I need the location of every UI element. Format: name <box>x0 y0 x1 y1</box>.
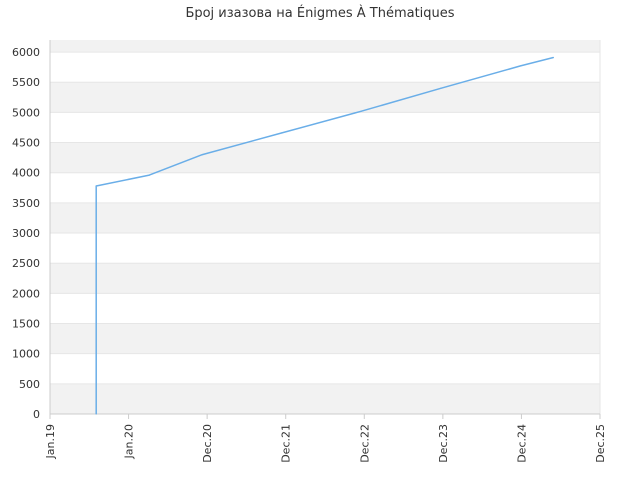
y-tick-label: 1000 <box>12 348 40 361</box>
y-tick-label: 6000 <box>12 46 40 59</box>
y-tick-label: 2500 <box>12 257 40 270</box>
grid-band <box>50 202 600 234</box>
data-point <box>95 185 97 187</box>
x-tick-label: Dec.20 <box>201 424 214 463</box>
x-tick-label: Dec.24 <box>515 424 528 463</box>
background-bands <box>50 40 600 414</box>
grid-band <box>50 383 600 414</box>
data-point <box>281 132 283 134</box>
grid-band <box>50 40 600 53</box>
y-tick-label: 5000 <box>12 106 40 119</box>
y-axis: 0 500 1000 1500 2000 2500 3000 3500 4000 4500 5000… <box>12 46 40 421</box>
y-tick-label: 3500 <box>12 197 40 210</box>
grid-band <box>50 142 600 173</box>
y-tick-label: 4000 <box>12 167 40 180</box>
data-point <box>95 413 97 415</box>
data-point <box>360 110 362 112</box>
data-point <box>354 112 356 114</box>
y-tick-label: 3000 <box>12 227 40 240</box>
x-tick-label: Dec.23 <box>437 424 450 463</box>
data-point <box>148 174 150 176</box>
x-tick-label: Jan.20 <box>123 424 136 459</box>
y-tick-label: 4500 <box>12 137 40 150</box>
data-point <box>440 87 442 89</box>
x-axis: Jan.19 Jan.20 Dec.20 Dec.21 Dec.22 Dec.23 Dec.… <box>44 414 607 463</box>
y-tick-label: 0 <box>33 408 40 421</box>
grid-band <box>50 82 600 113</box>
x-tick-label: Jan.19 <box>44 424 57 459</box>
y-tick-label: 1500 <box>12 318 40 331</box>
series-line <box>95 56 554 414</box>
x-tick-label: Dec.22 <box>358 424 371 463</box>
gridlines <box>49 40 601 415</box>
data-point <box>552 56 555 59</box>
y-tick-label: 500 <box>19 378 40 391</box>
grid-band <box>50 323 600 354</box>
grid-band <box>50 263 600 294</box>
x-tick-label: Dec.25 <box>594 424 607 463</box>
series-group <box>95 56 555 415</box>
y-tick-label: 5500 <box>12 76 40 89</box>
x-tick-label: Dec.21 <box>280 424 293 463</box>
chart-title: Број изазова на Énigmes À Thématiques <box>185 6 455 21</box>
y-tick-label: 2000 <box>12 287 40 300</box>
data-point <box>519 65 522 67</box>
data-point <box>201 154 204 156</box>
